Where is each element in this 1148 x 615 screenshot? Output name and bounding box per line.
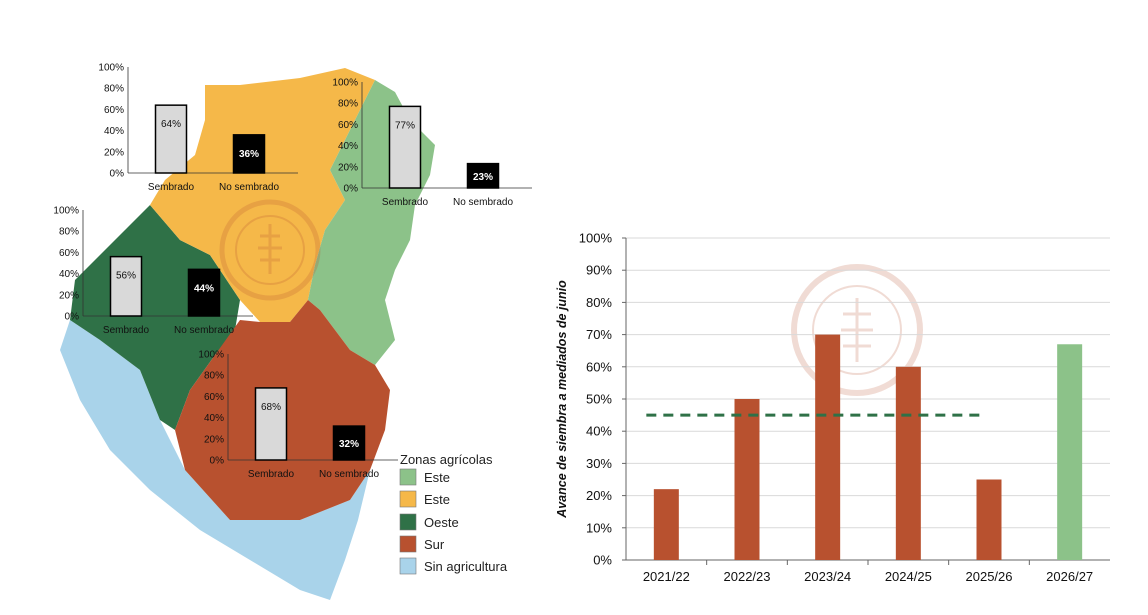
progress-chart-svg: 0% 10% 20% 30% 40% 50% 60% 70% 80% 90% 100% 2021/22… [555,231,1110,584]
y-tick-label: 60% [204,392,224,403]
x-tick-label: No sembrado [453,197,513,208]
y-tick-label: 80% [59,227,79,238]
y-tick-label: 20% [104,147,124,158]
x-tick-label: 2026/27 [1046,569,1093,584]
y-tick-label: 80% [204,371,224,382]
legend-label: Sin agricultura [424,559,508,574]
y-tick-label: 100% [332,78,358,89]
legend-swatch [399,513,417,531]
mini-chart-este: 0% 20% 40% 60% 80% 100% 77% Sembrado 23% No sembr… [332,78,532,208]
y-tick-label: 30% [586,456,612,471]
y-tick-label: 80% [586,295,612,310]
y-tick-label: 50% [586,392,612,407]
y-tick-label: 20% [586,488,612,503]
y-tick-label: 70% [586,327,612,342]
legend-swatch [399,468,417,486]
y-tick-label: 100% [198,350,224,361]
legend-swatch [399,557,417,575]
bar-data-label: 36% [239,149,259,160]
legend-label: Este [424,492,450,507]
bar-2026-27 [1057,344,1083,560]
x-tick-label: 2021/22 [643,569,690,584]
bar-sembrado [154,104,188,174]
x-tick-label: 2023/24 [804,569,851,584]
y-tick-label: 90% [586,263,612,278]
watermark-seal [791,264,923,396]
y-tick-label: 80% [104,84,124,95]
bar-no-sembrado [187,268,221,317]
legend-label: Este [424,470,450,485]
legend-swatch [399,490,417,508]
y-tick-label: 100% [98,63,124,74]
legend-label: Oeste [424,515,459,530]
mini-chart-oeste: 0% 20% 40% 60% 80% 100% 56% Sembrado 44% No sembr… [53,206,253,336]
zone-norte [150,68,375,322]
bar-2025-26 [976,479,1002,560]
y-tick-label: 40% [59,269,79,280]
bar-data-label: 44% [194,283,214,294]
x-tick-label: Sembrado [148,182,195,193]
x-tick-label: Sembrado [248,469,295,480]
bar-2024-25 [895,366,921,560]
bar-data-label: 77% [395,120,415,131]
y-tick-label: 0% [65,312,80,323]
y-tick-label: 100% [53,206,79,217]
bar-no-sembrado [232,134,266,174]
y-tick-label: 100% [579,231,613,246]
bar-sembrado [109,255,143,317]
y-tick-label: 80% [338,99,358,110]
watermark-seal [219,199,321,301]
x-tick-label: No sembrado [319,469,379,480]
bar-sembrado [254,387,288,461]
mini-chart-sur: 0% 20% 40% 60% 80% 100% 68% Sembrado 32% No sembr… [198,350,398,480]
y-tick-label: 0% [593,553,612,568]
bar-2022-23 [734,399,760,560]
province-map: 0% 20% 40% 60% 80% 100% 64% Sembrado 36% No sembr… [53,63,532,600]
sowing-progress-chart: 0% 10% 20% 30% 40% 50% 60% 70% 80% 90% 100% 2021/22… [540,200,1140,600]
y-tick-label: 60% [59,248,79,259]
x-tick-label: Sembrado [382,197,429,208]
bar-data-label: 32% [339,439,359,450]
y-tick-label: 20% [59,290,79,301]
y-tick-label: 60% [104,105,124,116]
legend-label: Sur [424,537,445,552]
x-tick-label: 2025/26 [966,569,1013,584]
legend-title: Zonas agrícolas [400,452,493,467]
y-tick-label: 60% [586,359,612,374]
bar-data-label: 56% [116,271,136,282]
bar-sembrado [388,105,422,189]
y-tick-label: 40% [204,413,224,424]
y-tick-label: 60% [338,120,358,131]
bar-data-label: 64% [161,119,181,130]
y-tick-label: 40% [104,126,124,137]
y-tick-label: 20% [204,434,224,445]
x-tick-label: 2024/25 [885,569,932,584]
y-tick-label: 0% [110,169,125,180]
x-tick-label: No sembrado [174,325,234,336]
bar-no-sembrado [466,162,500,189]
y-tick-label: 0% [210,456,225,467]
y-tick-label: 10% [586,520,612,535]
mini-chart-norte: 0% 20% 40% 60% 80% 100% 64% Sembrado 36% No sembr… [98,63,298,193]
y-axis-title: Avance de siembra a mediados de junio [555,280,569,519]
bar-2021-22 [653,489,679,560]
bar-2023-24 [815,334,841,560]
bar-data-label: 23% [473,172,493,183]
map-legend: Zonas agrícolas Este Este Oeste Sur Sin … [399,452,508,575]
y-tick-label: 20% [338,162,358,173]
y-tick-label: 40% [338,141,358,152]
bar-no-sembrado [332,425,366,461]
bar-data-label: 68% [261,402,281,413]
map-panel: 0% 20% 40% 60% 80% 100% 64% Sembrado 36% No sembr… [0,0,560,610]
y-tick-label: 40% [586,424,612,439]
x-tick-label: 2022/23 [724,569,771,584]
x-tick-label: No sembrado [219,182,279,193]
y-tick-label: 0% [344,184,359,195]
legend-swatch [399,535,417,553]
x-tick-label: Sembrado [103,325,150,336]
zone-sin-agricultura [60,320,370,600]
